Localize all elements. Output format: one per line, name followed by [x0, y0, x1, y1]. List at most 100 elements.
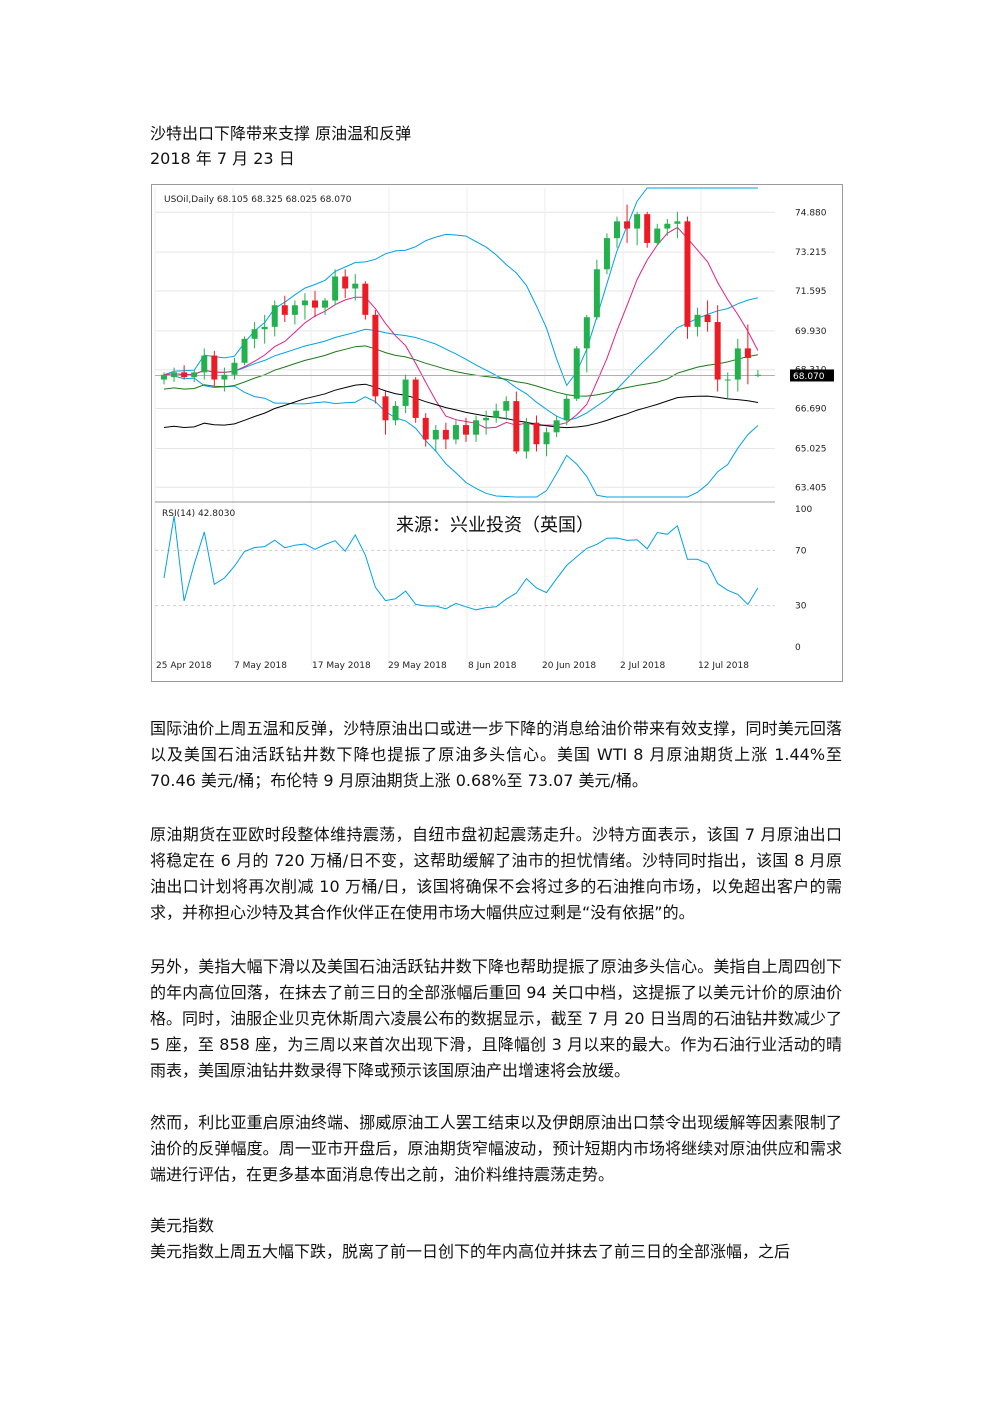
- price-axis-label: 69.930: [795, 327, 827, 337]
- candle-body: [181, 372, 188, 378]
- candle-body: [432, 429, 439, 440]
- candle-body: [573, 348, 580, 399]
- candle-body: [744, 348, 751, 358]
- candle-body: [493, 410, 500, 418]
- bollinger-upper-line: [163, 187, 758, 387]
- candle-body: [704, 314, 711, 323]
- rsi-header: RSI(14) 42.8030: [162, 509, 235, 519]
- candle-body: [694, 314, 701, 327]
- candle-body: [463, 425, 469, 435]
- candle-body: [442, 429, 449, 440]
- chart-header: USOil,Daily 68.105 68.325 68.025 68.070: [164, 195, 352, 205]
- paragraph-5: 美元指数上周五大幅下跌，脱离了前一日创下的年内高位并抹去了前三日的全部涨幅，之后: [150, 1242, 791, 1261]
- candle-body: [583, 317, 590, 349]
- candle-body: [523, 422, 530, 452]
- date-axis-label: 17 May 2018: [312, 661, 371, 671]
- current-price-box: [790, 369, 834, 382]
- candle-body: [503, 401, 510, 411]
- date-axis-label: 7 May 2018: [234, 661, 287, 671]
- candle-body: [714, 322, 721, 380]
- date-axis-label: 29 May 2018: [388, 661, 447, 671]
- candle-body: [362, 283, 369, 315]
- candle-body: [754, 374, 761, 376]
- candle-body: [533, 422, 540, 445]
- paragraph-1: 国际油价上周五温和反弹，沙特原油出口或进一步下降的消息给油价带来有效支撑，同时美…: [150, 719, 842, 790]
- candle-body: [261, 326, 268, 330]
- price-pane: [155, 188, 775, 500]
- candle-body: [251, 329, 258, 339]
- rsi-axis-label: 30: [795, 602, 807, 612]
- candle-body: [543, 432, 550, 445]
- candle-body: [483, 417, 490, 421]
- date-axis-label: 2 Jul 2018: [620, 661, 665, 671]
- article-date: 2018 年 7 月 23 日: [150, 149, 295, 168]
- ma-short-line: [163, 226, 759, 429]
- candle-body: [301, 300, 308, 306]
- candle-body: [392, 405, 399, 421]
- candle-body: [271, 305, 278, 327]
- price-axis-label: 73.215: [795, 248, 827, 258]
- candle-body: [684, 221, 691, 327]
- source-note: 来源：兴业投资（英国）: [396, 515, 594, 536]
- rsi-axis-label: 0: [795, 643, 801, 653]
- candle-body: [513, 401, 520, 452]
- candle-body: [634, 214, 641, 229]
- candle-body: [372, 314, 379, 397]
- candle-body: [342, 276, 349, 289]
- candle-body: [422, 417, 429, 440]
- candle-body: [412, 379, 419, 418]
- candle-body: [402, 379, 409, 406]
- candle-body: [674, 221, 681, 224]
- bollinger-middle-line: [163, 297, 759, 421]
- candle-body: [332, 276, 339, 301]
- candle-body: [734, 348, 741, 380]
- candle-body: [644, 214, 651, 243]
- date-axis-label: 8 Jun 2018: [468, 661, 517, 671]
- candle-body: [382, 396, 389, 421]
- candle-body: [473, 420, 480, 435]
- candle-body: [724, 379, 731, 381]
- candle-body: [322, 300, 329, 308]
- rsi-axis-label: 70: [795, 546, 807, 556]
- article-title: 沙特出口下降带来支撑 原油温和反弹: [150, 124, 412, 143]
- candle-body: [654, 228, 661, 243]
- ma-long-line: [163, 383, 758, 429]
- candle-body: [161, 374, 167, 380]
- candle-body: [241, 338, 248, 363]
- chart-svg: 74.88073.21571.59569.93068.31066.69065.0…: [154, 187, 834, 671]
- price-axis-label: 65.025: [795, 444, 827, 454]
- paragraph-2: 原油期货在亚欧时段整体维持震荡，自纽市盘初起震荡走升。沙特方面表示，该国 7 月…: [150, 825, 842, 922]
- paragraph-4: 然而，利比亚重启原油终端、挪威原油工人罢工结束以及伊朗原油出口禁令出现缓解等因素…: [150, 1113, 842, 1184]
- candle-body: [191, 372, 198, 378]
- candle-body: [603, 238, 610, 270]
- section-heading-usd-index: 美元指数: [150, 1216, 215, 1235]
- date-axis-label: 12 Jul 2018: [698, 661, 749, 671]
- candle-body: [614, 221, 620, 239]
- price-axis-label: 71.595: [795, 287, 827, 297]
- candle-body: [231, 362, 238, 375]
- candle-body: [221, 374, 228, 380]
- rsi-line: [163, 515, 759, 611]
- candle-body: [553, 420, 560, 433]
- current-price-label: 68.070: [793, 372, 825, 382]
- candle-body: [312, 300, 318, 308]
- candle-body: [624, 221, 631, 229]
- oil-price-chart: 74.88073.21571.59569.93068.31066.69065.0…: [151, 184, 843, 682]
- candle-body: [352, 283, 359, 289]
- candle-body: [664, 223, 671, 229]
- candle-body: [593, 269, 600, 318]
- candle-body: [563, 398, 570, 421]
- price-axis-label: 74.880: [795, 208, 827, 218]
- rsi-axis-label: 100: [795, 505, 812, 515]
- price-axis-label: 63.405: [795, 483, 827, 493]
- candle-body: [211, 355, 218, 380]
- date-axis-label: 25 Apr 2018: [156, 661, 212, 671]
- price-axis-label: 66.690: [795, 405, 827, 415]
- paragraph-3: 另外，美指大幅下滑以及美国石油活跃钻井数下降也帮助提振了原油多头信心。美指自上周…: [150, 957, 842, 1080]
- date-axis-label: 20 Jun 2018: [542, 661, 596, 671]
- bollinger-lower-line: [163, 374, 759, 498]
- candle-body: [281, 305, 288, 315]
- candle-body: [171, 372, 178, 378]
- candle-body: [201, 355, 208, 373]
